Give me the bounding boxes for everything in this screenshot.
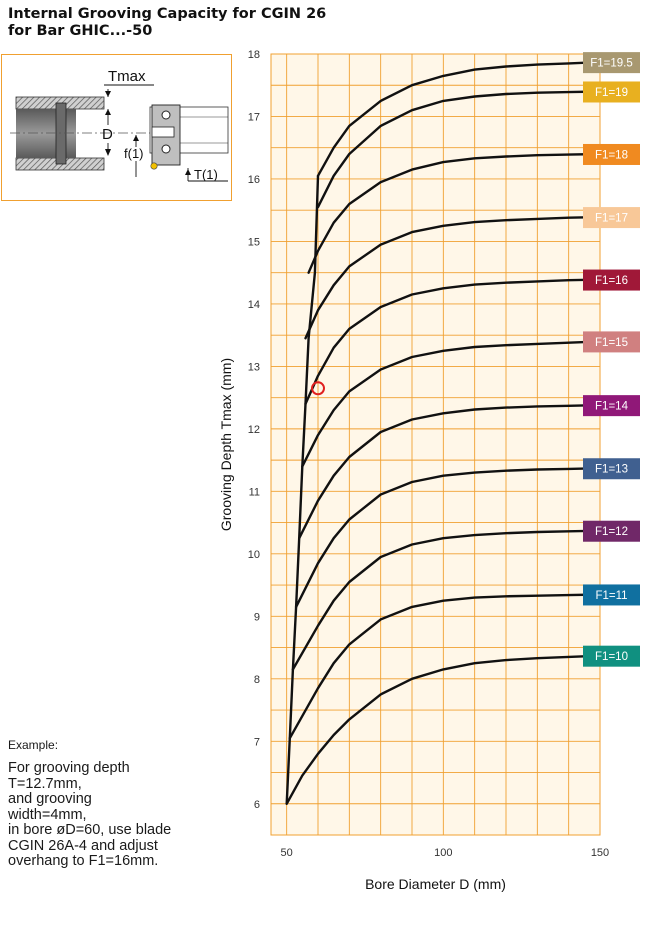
blade	[151, 126, 175, 138]
series-line-f1-111	[288, 593, 602, 740]
series-label-f1-118: F1=18	[583, 143, 640, 165]
series-line-f1-119	[316, 90, 602, 209]
series-label-f1-113: F1=13	[583, 458, 640, 480]
example-note: Example: For grooving depth T=12.7mm, an…	[8, 738, 238, 870]
x-tick-label: 150	[591, 847, 609, 859]
series-line-f1-113	[294, 467, 602, 609]
series-label-f1-115: F1=15	[583, 331, 640, 353]
series-label-text: F1=15	[595, 337, 628, 349]
chart-title: Internal Grooving Capacity for CGIN 26 f…	[8, 6, 326, 40]
series-line-f1-112	[291, 529, 602, 671]
series-label-text: F1=19.5	[590, 58, 633, 70]
t-label: T(1)	[194, 167, 218, 182]
series-label-swatch	[583, 269, 640, 291]
y-tick-label: 12	[248, 424, 260, 436]
series-label-text: F1=10	[595, 651, 628, 663]
series-label-swatch	[583, 331, 640, 353]
series-label-f1-112: F1=12	[583, 520, 640, 542]
series-label-swatch	[583, 645, 640, 667]
clamp-screw-bottom	[161, 144, 171, 154]
y-tick-label: 13	[248, 361, 260, 373]
series-label-swatch	[583, 52, 640, 74]
curves	[285, 60, 602, 805]
series-label-f1-110: F1=10	[583, 645, 640, 667]
series-line-f1-117	[304, 215, 602, 340]
title-line-2: for Bar GHIC...-50	[8, 23, 153, 39]
y-tick-label: 9	[254, 611, 260, 623]
y-tick-label: 15	[248, 236, 260, 248]
series-line-f1-116	[304, 278, 602, 406]
y-tick-label: 16	[248, 174, 260, 186]
y-tick-label: 6	[254, 799, 260, 811]
y-tick-label: 8	[254, 674, 260, 686]
series-label-text: F1=11	[595, 590, 627, 602]
series-labels: F1=19.5 F1=19 F1=18 F1=17 F1=16 F1=15 F1=14 F1=…	[583, 52, 640, 667]
series-label-text: F1=14	[595, 401, 629, 413]
series-label-swatch	[583, 81, 640, 103]
axis-ticks: 6 7 8 9 10 11 12 13 14 15 16 17 18 50 100 150	[248, 49, 609, 859]
y-tick-label: 10	[248, 549, 260, 561]
series-line-f1-118	[307, 152, 602, 274]
grid	[271, 53, 601, 835]
clamp-screw-top	[161, 110, 171, 120]
series-label-text: F1=18	[595, 149, 628, 161]
tool-diagram-drawing: Tmax D f(1) T(1)	[10, 68, 229, 182]
insert-tip	[150, 162, 158, 170]
y-tick-label: 14	[248, 299, 260, 311]
series-label-f1-116: F1=16	[583, 269, 640, 291]
title-line-1: Internal Grooving Capacity for CGIN 26	[8, 6, 327, 22]
series-line-f1-115	[301, 340, 602, 468]
y-tick-label: 11	[249, 486, 260, 498]
series-label-text: F1=12	[595, 526, 628, 538]
series-label-swatch	[583, 520, 640, 542]
y-tick-label: 17	[248, 111, 260, 123]
y-tick-label: 7	[254, 736, 260, 748]
series-label-f1-114: F1=14	[583, 395, 640, 417]
plot-area	[270, 53, 601, 836]
f-label: f(1)	[124, 146, 144, 161]
series-label-text: F1=13	[595, 464, 628, 476]
series-line-f1-119-5	[316, 60, 602, 177]
series-label-f1-119: F1=19	[583, 81, 640, 103]
series-label-swatch	[583, 143, 640, 165]
series-label-f1-119-5: F1=19.5	[583, 52, 640, 74]
y-axis-label: Grooving Depth Tmax (mm)	[218, 358, 234, 531]
tmax-label: Tmax	[108, 68, 146, 85]
tool-diagram: Tmax D f(1) T(1)	[1, 54, 232, 201]
series-label-text: F1=16	[595, 275, 628, 287]
series-label-swatch	[583, 584, 640, 606]
x-tick-label: 50	[281, 847, 293, 859]
series-label-swatch	[583, 458, 640, 480]
series-line-f1-110	[285, 654, 602, 805]
y-tick-label: 18	[248, 49, 260, 61]
d-label: D	[102, 126, 113, 143]
series-label-swatch	[583, 207, 640, 229]
series-label-f1-111: F1=11	[583, 584, 640, 606]
series-label-f1-117: F1=17	[583, 207, 640, 229]
example-marker	[311, 381, 325, 396]
x-axis-label: Bore Diameter D (mm)	[365, 876, 506, 892]
series-label-swatch	[583, 395, 640, 417]
series-label-text: F1=19	[595, 87, 628, 99]
series-line-f1-114	[298, 403, 602, 540]
example-text: For grooving depth T=12.7mm, and groovin…	[8, 760, 172, 869]
example-heading: Example:	[8, 738, 59, 752]
x-tick-label: 100	[434, 847, 452, 859]
groove	[55, 102, 67, 165]
series-label-text: F1=17	[595, 213, 628, 225]
envelope-line	[285, 175, 320, 804]
